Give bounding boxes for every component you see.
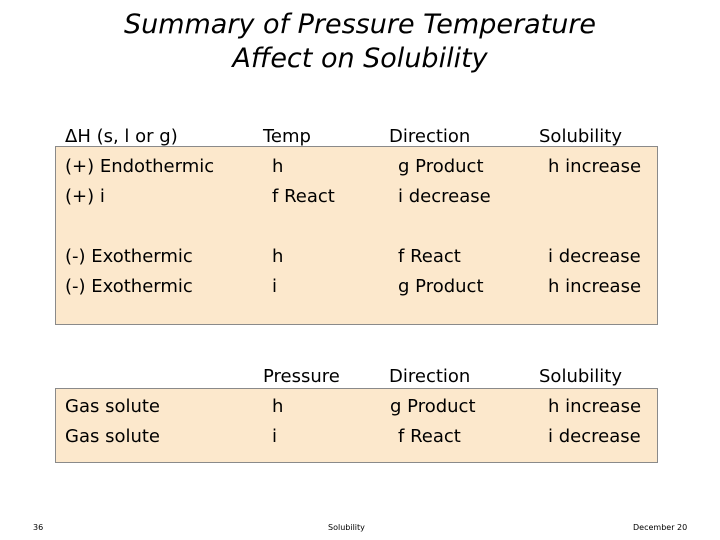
row1-solubility: h increase <box>548 155 641 179</box>
row4-solubility: h increase <box>548 275 641 299</box>
row1-type: (+) Endothermic <box>65 156 215 177</box>
title-line-2: Affect on Solubility <box>232 43 488 74</box>
down-arrow-icon: i <box>272 276 278 297</box>
down-arrow-icon: i <box>548 246 554 267</box>
footer-title: Solubility <box>328 523 365 532</box>
row2-direction: i decrease <box>398 185 491 209</box>
up-arrow-icon: h <box>548 156 560 177</box>
title-line-1: Summary of Pressure Temperature <box>123 9 597 40</box>
row2-temp: f React <box>272 185 335 209</box>
header-delta-h: ΔH (s, l or g) <box>65 126 178 147</box>
row3-type: (-) Exothermic <box>65 246 193 267</box>
header-temp: Temp <box>263 126 311 147</box>
row4-direction: g Product <box>398 275 484 299</box>
row4-solubility-label: increase <box>565 276 642 297</box>
row2-temp-label: React <box>284 186 335 207</box>
down-arrow-icon: i <box>548 426 554 447</box>
header-solubility-2: Solubility <box>539 366 622 387</box>
left-arrow-icon: f <box>272 186 279 207</box>
right-arrow-icon: g <box>390 396 402 417</box>
row1-solubility-label: increase <box>565 156 642 177</box>
right-arrow-icon: g <box>398 276 410 297</box>
row1-direction-label: Product <box>415 156 484 177</box>
row3-direction-label: React <box>410 246 461 267</box>
gas-row1-type: Gas solute <box>65 396 161 417</box>
header-direction: Direction <box>389 126 471 147</box>
down-arrow-icon: i <box>272 426 278 447</box>
gas-row1-direction: g Product <box>390 395 476 419</box>
row3-direction: f React <box>398 245 461 269</box>
down-arrow-icon: i <box>398 186 404 207</box>
slide-title: Summary of Pressure Temperature Affect o… <box>0 8 720 76</box>
up-arrow-icon: h <box>548 276 560 297</box>
header-solubility: Solubility <box>539 126 622 147</box>
gas-row2-direction-label: React <box>410 426 461 447</box>
up-arrow-icon: h <box>272 246 284 267</box>
row3-solubility: i decrease <box>548 245 641 269</box>
left-arrow-icon: f <box>398 246 405 267</box>
row2-type: (+) i <box>65 185 105 209</box>
gas-row1-solubility: h increase <box>548 395 641 419</box>
up-arrow-icon: h <box>272 156 284 177</box>
row3-solubility-label: decrease <box>558 246 641 267</box>
row4-direction-label: Product <box>415 276 484 297</box>
row1-direction: g Product <box>398 155 484 179</box>
pressure-table-background <box>55 388 658 463</box>
gas-row1-direction-label: Product <box>407 396 476 417</box>
gas-row1-solubility-label: increase <box>565 396 642 417</box>
up-arrow-icon: h <box>548 396 560 417</box>
temperature-table-background <box>55 146 658 325</box>
gas-row2-solubility: i decrease <box>548 425 641 449</box>
row2-type-label: (+) <box>65 186 95 207</box>
slide-number: 36 <box>33 523 44 532</box>
row4-type: (-) Exothermic <box>65 276 193 297</box>
left-arrow-icon: f <box>398 426 405 447</box>
header-direction-2: Direction <box>389 366 471 387</box>
up-arrow-icon: h <box>272 396 284 417</box>
footer-date: December 20 <box>633 523 688 532</box>
down-arrow-icon: i <box>99 186 105 207</box>
gas-row2-type: Gas solute <box>65 426 161 447</box>
header-pressure: Pressure <box>263 366 340 387</box>
gas-row2-solubility-label: decrease <box>558 426 641 447</box>
row2-direction-label: decrease <box>408 186 491 207</box>
right-arrow-icon: g <box>398 156 410 177</box>
gas-row2-direction: f React <box>398 425 461 449</box>
